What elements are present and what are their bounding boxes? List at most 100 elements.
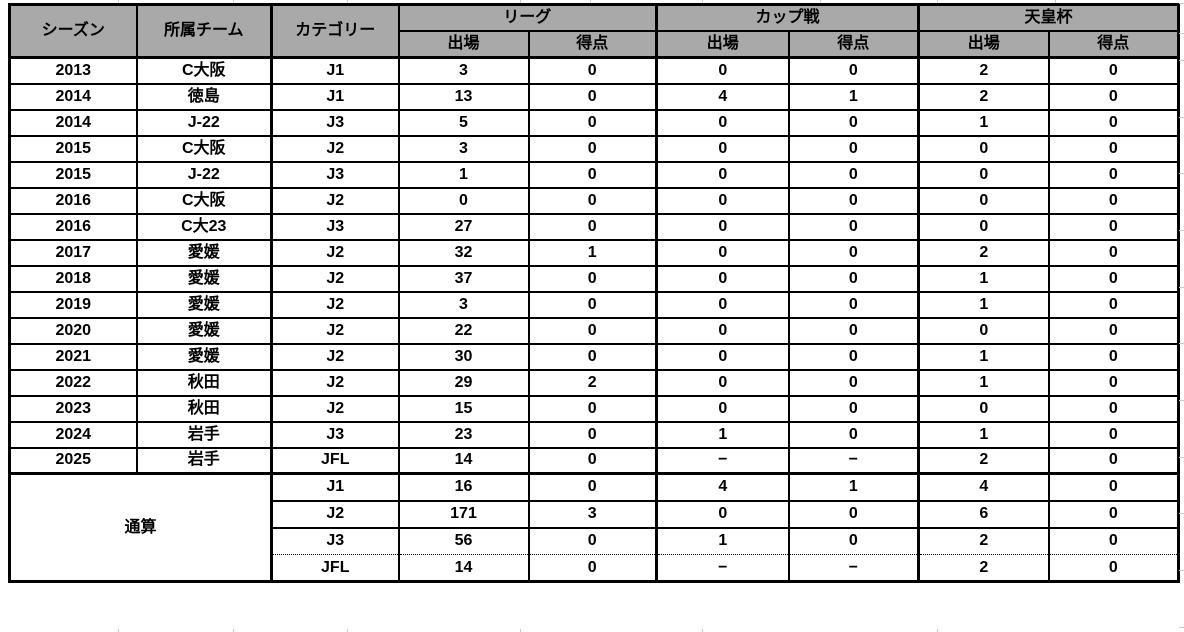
- cell-emperor-goals: 0: [1047, 160, 1180, 189]
- cell-league-apps: 1: [397, 160, 530, 189]
- cell-category: J1: [270, 82, 400, 111]
- cell-emperor-goals: 0: [1047, 394, 1180, 423]
- cell-emperor-goals: 0: [1047, 342, 1180, 371]
- cell-cup-goals: 0: [787, 420, 920, 449]
- table-row: 2016 C大23 J3 27 0 0 0 0 0: [8, 212, 1180, 241]
- cell-season: 2013: [8, 56, 138, 85]
- cell-league-apps: 3: [397, 290, 530, 319]
- cell-cup-apps: 0: [655, 238, 790, 267]
- sheet-gridline: [1179, 173, 1184, 174]
- cell-team: C大阪: [135, 186, 273, 215]
- cell-emperor-apps: 0: [917, 212, 1050, 241]
- sheet-gridline: [820, 0, 821, 3]
- cell-league-apps: 3: [397, 56, 530, 85]
- cell-cup-apps: 0: [655, 290, 790, 319]
- cell-team: 愛媛: [135, 238, 273, 267]
- table-row: 2022 秋田 J2 29 2 0 0 1 0: [8, 368, 1180, 397]
- sheet-gridline: [1179, 343, 1184, 344]
- cell-emperor-apps: 1: [917, 342, 1050, 371]
- cell-category: J3: [270, 160, 400, 189]
- header-league-goals: 得点: [527, 29, 658, 59]
- cell-emperor-apps: 0: [917, 316, 1050, 345]
- cell-cup-goals: 0: [787, 108, 920, 137]
- cell-emperor-goals: 0: [1047, 316, 1180, 345]
- sheet-gridline: [1179, 287, 1184, 288]
- cell-league-goals: 0: [527, 446, 658, 475]
- table-row: 2023 秋田 J2 15 0 0 0 0 0: [8, 394, 1180, 423]
- cell-cup-apps: 1: [655, 526, 790, 555]
- table-header: シーズン 所属チーム カテゴリー リーグ カップ戦 天皇杯 出場 得点 出場 得…: [8, 3, 1180, 59]
- cell-emperor-goals: 0: [1047, 108, 1180, 137]
- cell-season: 2024: [8, 420, 138, 449]
- cell-league-goals: 0: [527, 82, 658, 111]
- sheet-gridline: [1179, 3, 1184, 4]
- cell-category: J2: [270, 290, 400, 319]
- cell-emperor-goals: 0: [1047, 526, 1180, 555]
- cell-emperor-goals: 0: [1047, 238, 1180, 267]
- sheet-gridline: [590, 0, 591, 3]
- cell-team: 愛媛: [135, 316, 273, 345]
- cell-category: J2: [270, 368, 400, 397]
- cell-league-goals: 1: [527, 238, 658, 267]
- cell-emperor-apps: 1: [917, 264, 1050, 293]
- cell-cup-apps: 0: [655, 186, 790, 215]
- sheet-gridline: [118, 0, 119, 3]
- cell-cup-apps: 0: [655, 160, 790, 189]
- cell-category: J2: [270, 238, 400, 267]
- cell-league-apps: 27: [397, 212, 530, 241]
- cell-season: 2018: [8, 264, 138, 293]
- cell-emperor-goals: 0: [1047, 212, 1180, 241]
- totals-row: J3 56 0 1 0 2 0: [10, 526, 1180, 555]
- sheet-gridline: [937, 629, 938, 632]
- cell-league-apps: 16: [397, 472, 530, 502]
- cell-cup-goals: 0: [787, 134, 920, 163]
- cell-season: 2020: [8, 316, 138, 345]
- table-row: 2025 岩手 JFL 14 0− −2 0: [8, 446, 1180, 475]
- cell-season: 2019: [8, 290, 138, 319]
- cell-cup-apps: 0: [655, 316, 790, 345]
- cell-cup-goals: 0: [787, 56, 920, 85]
- cell-cup-apps: 0: [655, 264, 790, 293]
- cell-league-goals: 0: [527, 394, 658, 423]
- cell-league-goals: 0: [527, 420, 658, 449]
- cell-team: C大阪: [135, 134, 273, 163]
- cell-team: 岩手: [135, 420, 273, 449]
- cell-emperor-goals: 0: [1047, 499, 1180, 529]
- cell-cup-goals: 0: [787, 342, 920, 371]
- header-emperor-apps: 出場: [917, 29, 1050, 59]
- cell-league-goals: 0: [527, 134, 658, 163]
- cell-category: J1: [270, 472, 400, 502]
- sheet-gridline: [520, 629, 521, 632]
- cell-cup-apps: 1: [655, 420, 790, 449]
- cell-cup-goals: 0: [787, 394, 920, 423]
- sheet-gridline: [702, 0, 703, 3]
- table-row: 2019 愛媛 J2 3 0 0 0 1 0: [8, 290, 1180, 319]
- cell-league-apps: 13: [397, 82, 530, 111]
- cell-cup-apps: 0: [655, 56, 790, 85]
- cell-season: 2021: [8, 342, 138, 371]
- cell-league-apps: 3: [397, 134, 530, 163]
- cell-cup-apps: 4: [655, 472, 790, 502]
- cell-emperor-apps: 2: [917, 56, 1050, 85]
- sheet-gridline: [1179, 60, 1184, 61]
- sheet-gridline: [937, 0, 938, 3]
- sheet-gridline: [1179, 513, 1184, 514]
- sheet-gridline: [1055, 0, 1056, 3]
- cell-emperor-apps: 2: [917, 446, 1050, 475]
- cell-cup-apps: −: [655, 554, 790, 583]
- cell-team: 徳島: [135, 82, 273, 111]
- cell-category: J3: [270, 526, 400, 555]
- cell-league-apps: 32: [397, 238, 530, 267]
- cell-cup-apps: 4: [655, 82, 790, 111]
- sheet-gridline: [702, 629, 703, 632]
- cell-category: J3: [270, 108, 400, 137]
- table-row: 2017 愛媛 J2 32 1 0 0 2 0: [8, 238, 1180, 267]
- cell-league-goals: 0: [527, 264, 658, 293]
- cell-cup-apps: 0: [655, 134, 790, 163]
- cell-category: J3: [270, 420, 400, 449]
- cell-team: 愛媛: [135, 290, 273, 319]
- sheet-gridline: [233, 629, 234, 632]
- cell-team: 秋田: [135, 368, 273, 397]
- cell-emperor-apps: 2: [917, 526, 1050, 555]
